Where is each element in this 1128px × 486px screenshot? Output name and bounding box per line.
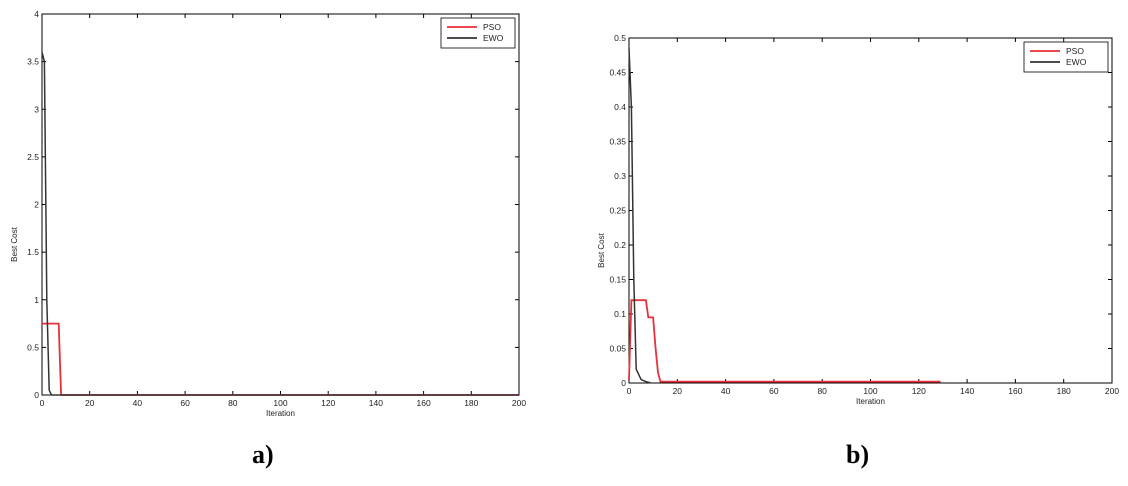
legend-label-pso: PSO — [1066, 46, 1084, 56]
y-axis-label: Best Cost — [10, 226, 19, 261]
x-tick-label: 200 — [1105, 386, 1119, 396]
x-tick-label: 60 — [180, 398, 190, 408]
chart-a: 0 20 40 60 80 100 120 140 160 180 200 0 0.5 1 1.5 2 2.5 3… — [10, 9, 526, 418]
plot-area — [41, 13, 520, 396]
y-tick-label: 3.5 — [27, 57, 39, 67]
x-tick-label: 200 — [512, 398, 526, 408]
x-axis-label: Iteration — [856, 397, 885, 406]
x-tick-label: 80 — [817, 386, 827, 396]
x-tick-label: 160 — [417, 398, 431, 408]
panel-label-a: a) — [252, 440, 274, 469]
x-tick-label: 120 — [321, 398, 335, 408]
y-tick-label: 0.5 — [614, 33, 626, 43]
x-tick-label: 40 — [133, 398, 143, 408]
y-tick-label: 0.35 — [609, 137, 626, 147]
y-tick-label: 0.4 — [614, 102, 626, 112]
legend-label-ewo: EWO — [483, 33, 504, 43]
chart-b: 0 20 40 60 80 100 120 140 160 180 200 0 0.05 0.1 0.15 0… — [597, 33, 1119, 406]
legend-label-pso: PSO — [483, 22, 501, 32]
x-tick-label: 100 — [863, 386, 877, 396]
y-tick-label: 0.1 — [614, 309, 626, 319]
y-tick-label: 0.45 — [609, 68, 626, 78]
x-tick-label: 140 — [369, 398, 383, 408]
y-tick-label: 0 — [34, 390, 39, 400]
y-tick-label: 2.5 — [27, 152, 39, 162]
series-line-ewo — [41, 51, 519, 396]
x-tick-label: 140 — [960, 386, 974, 396]
x-tick-label: 180 — [464, 398, 478, 408]
legend-label-ewo: EWO — [1066, 57, 1087, 67]
y-tick-label: 0 — [621, 378, 626, 388]
x-tick-label: 20 — [85, 398, 95, 408]
y-tick-label: 0.3 — [614, 171, 626, 181]
x-tick-label: 0 — [40, 398, 45, 408]
series-line-ewo — [628, 48, 651, 384]
legend-box — [1023, 41, 1109, 73]
x-tick-label: 100 — [273, 398, 287, 408]
x-tick-label: 20 — [673, 386, 683, 396]
y-tick-label: 2 — [34, 200, 39, 210]
y-tick-label: 0.2 — [614, 240, 626, 250]
plot-area — [628, 37, 1113, 384]
y-tick-label: 0.25 — [609, 206, 626, 216]
y-tick-label: 0.05 — [609, 344, 626, 354]
x-tick-label: 40 — [721, 386, 731, 396]
y-axis-label: Best Cost — [597, 232, 606, 267]
x-tick-label: 160 — [1008, 386, 1022, 396]
x-tick-label: 120 — [912, 386, 926, 396]
y-tick-label: 1.5 — [27, 247, 39, 257]
y-tick-label: 0.5 — [27, 342, 39, 352]
x-axis-label: Iteration — [266, 409, 295, 418]
y-tick-label: 0.15 — [609, 275, 626, 285]
x-tick-label: 80 — [228, 398, 238, 408]
y-tick-label: 4 — [34, 9, 39, 19]
series-line-pso — [628, 299, 941, 383]
y-tick-label: 1 — [34, 295, 39, 305]
legend-box — [440, 17, 516, 49]
x-tick-label: 180 — [1057, 386, 1071, 396]
x-tick-label: 0 — [627, 386, 632, 396]
y-tick-label: 3 — [34, 104, 39, 114]
panel-label-b: b) — [846, 440, 870, 469]
x-tick-label: 60 — [769, 386, 779, 396]
